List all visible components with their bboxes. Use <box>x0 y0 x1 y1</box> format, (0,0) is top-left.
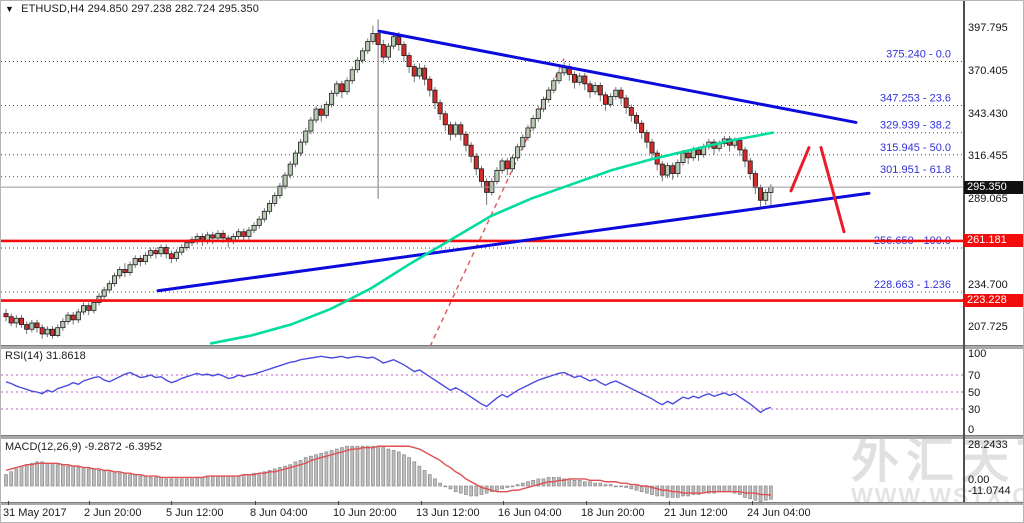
rsi-current-value: 31.8618 <box>45 350 86 362</box>
rsi-line <box>5 355 772 414</box>
rsi-axis-label: 50 <box>968 387 981 399</box>
macd-axis-label: -11.0744 <box>968 485 1011 497</box>
time-axis-label: 21 Jun 12:00 <box>664 507 728 519</box>
macd-name: MACD(12,26,9) <box>5 441 82 453</box>
time-tick-mark <box>171 501 172 505</box>
macd-axis-label: 28.2433 <box>968 439 1008 451</box>
price-axis-border <box>963 1 965 502</box>
candlestick-series <box>3 19 774 339</box>
time-tick-mark <box>338 501 339 505</box>
rsi-indicator-label: RSI(14) 31.8618 <box>5 350 86 362</box>
price-axis-label: 316.455 <box>968 149 1008 162</box>
time-tick-mark <box>255 501 256 505</box>
ohlc-high-value: 297.238 <box>131 3 172 15</box>
ohlc-close-value: 295.350 <box>218 3 259 15</box>
price-projection-line[interactable] <box>789 146 811 193</box>
rsi-axis-label: 100 <box>968 348 987 360</box>
panel-separator-bottom <box>1 502 1023 505</box>
panel-separator-rsi-macd[interactable] <box>1 435 1023 439</box>
time-tick-mark <box>586 501 587 505</box>
alert-price-badge: 223.228 <box>964 294 1023 308</box>
ohlc-open-value: 294.850 <box>87 3 129 15</box>
time-axis-label: 18 Jun 20:00 <box>581 507 645 519</box>
alert-price-badge: 261.181 <box>964 234 1023 248</box>
rsi-axis-label: 30 <box>968 404 981 416</box>
current-price-badge: 295.350 <box>964 180 1023 194</box>
fib-level-label: 228.663 - 1.236 <box>874 279 951 291</box>
rsi-panel-canvas[interactable] <box>1 348 963 438</box>
price-projection-line[interactable] <box>819 146 846 234</box>
price-axis-label: 370.405 <box>968 65 1008 78</box>
macd-signal-line <box>5 445 771 496</box>
fib-level-label: 375.240 - 0.0 <box>886 48 951 60</box>
time-tick-mark <box>89 501 90 505</box>
rsi-axis-label: 70 <box>968 370 981 382</box>
time-tick-mark <box>421 501 422 505</box>
time-tick-mark <box>752 501 753 505</box>
macd-signal-value: -6.3952 <box>124 441 163 453</box>
price-axis-label: 343.430 <box>968 107 1008 120</box>
symbol-period-label: ETHUSD,H4 <box>21 3 85 15</box>
macd-histogram <box>4 445 773 502</box>
time-axis-label: 16 Jun 04:00 <box>498 507 562 519</box>
ohlc-low-value: 282.724 <box>174 3 216 15</box>
rsi-name: RSI(14) <box>5 350 43 362</box>
main-chart-canvas[interactable]: 375.240 - 0.0 347.253 - 23.6 329.939 - 38.… <box>1 1 963 348</box>
time-axis-label: 8 Jun 04:00 <box>250 507 308 519</box>
price-axis-label: 234.700 <box>968 278 1008 291</box>
time-tick-mark <box>8 501 9 505</box>
macd-main-value: -9.2872 <box>84 441 122 453</box>
moving-average-line <box>209 131 775 345</box>
fib-level-label: 347.253 - 23.6 <box>880 93 951 105</box>
price-axis-label: 207.725 <box>968 320 1008 333</box>
macd-panel-canvas[interactable] <box>1 438 963 503</box>
time-tick-mark <box>503 501 504 505</box>
chart-header: ▼ ETHUSD,H4 294.850 297.238 282.724 295.… <box>5 3 259 15</box>
panel-separator-main-rsi[interactable] <box>1 345 1023 349</box>
ascending-trendline[interactable] <box>156 191 871 293</box>
time-axis-label: 24 Jun 04:00 <box>747 507 811 519</box>
time-axis-label: 10 Jun 20:00 <box>333 507 397 519</box>
rsi-axis-label: 0 <box>968 424 975 436</box>
price-axis-label: 397.795 <box>968 22 1008 34</box>
descending-trendline[interactable] <box>377 29 858 124</box>
time-axis-label: 31 May 2017 <box>3 507 67 519</box>
time-axis-label: 13 Jun 12:00 <box>416 507 480 519</box>
time-axis-label: 5 Jun 12:00 <box>166 507 224 519</box>
time-tick-mark <box>669 501 670 505</box>
time-axis-label: 2 Jun 20:00 <box>84 507 142 519</box>
fib-level-label: 301.951 - 61.8 <box>880 164 951 176</box>
fib-level-label: 329.939 - 38.2 <box>880 120 951 132</box>
macd-indicator-label: MACD(12,26,9) -9.2872 -6.3952 <box>5 441 162 453</box>
chart-collapse-icon[interactable]: ▼ <box>5 4 15 14</box>
price-axis-label: 289.065 <box>968 193 1008 206</box>
fib-level-label: 315.945 - 50.0 <box>880 142 951 154</box>
macd-axis-label: 0.00 <box>968 474 990 486</box>
